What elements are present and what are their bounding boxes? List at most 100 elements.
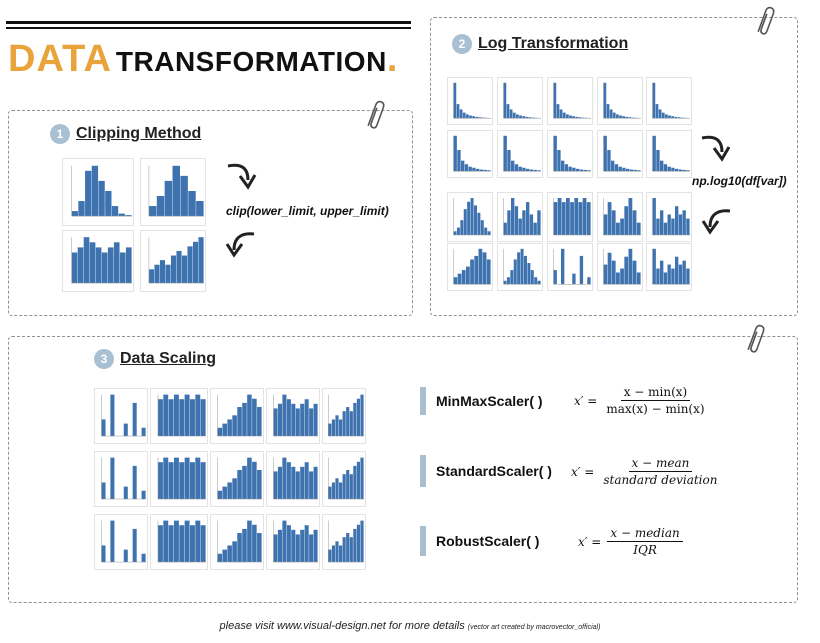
- histogram-bar: [295, 471, 300, 500]
- histogram-thumbnail: [497, 77, 543, 125]
- histogram-bar: [503, 135, 507, 172]
- histogram-bar: [107, 247, 114, 284]
- histogram-thumbnail-chart: [101, 394, 146, 437]
- histogram-thumbnail: [497, 192, 543, 242]
- histogram-bar: [570, 202, 574, 235]
- histogram-bar: [519, 115, 522, 119]
- histogram-thumbnail: [646, 192, 692, 242]
- histogram-bar: [282, 394, 287, 437]
- histogram-bar: [636, 222, 641, 235]
- histogram-bar: [663, 222, 668, 235]
- histogram-bar: [148, 269, 155, 284]
- histogram-bar: [503, 82, 507, 119]
- histogram-bar: [349, 474, 353, 500]
- curved-arrow-icon: [225, 232, 255, 258]
- histogram-bar: [678, 264, 683, 285]
- histogram-bar: [625, 116, 629, 119]
- histogram-bar: [506, 104, 510, 119]
- histogram-thumbnail: [150, 388, 208, 444]
- histogram-bar: [141, 427, 146, 437]
- section-number-badge: 3: [94, 349, 114, 369]
- histogram-bar: [457, 273, 462, 285]
- histogram-bar: [164, 180, 173, 217]
- histogram-bar: [511, 160, 515, 172]
- histogram-bar: [156, 195, 165, 217]
- histogram-bar: [338, 545, 343, 563]
- histogram-axis: [603, 248, 641, 285]
- histogram-bar: [113, 242, 120, 284]
- histogram-bar: [277, 466, 282, 500]
- histogram-bar: [656, 150, 660, 172]
- histogram-thumbnail-chart: [328, 394, 364, 437]
- histogram-bar: [686, 268, 690, 285]
- histogram-bar: [527, 263, 531, 285]
- panel-log: [430, 17, 798, 316]
- histogram-bar: [476, 168, 480, 172]
- histogram-bar: [237, 533, 242, 563]
- histogram-axis: [503, 82, 541, 119]
- histogram-bar: [652, 82, 656, 119]
- histogram-bar: [247, 394, 252, 437]
- histogram-bar: [631, 117, 635, 119]
- histogram-bar: [78, 201, 85, 217]
- histogram-bar: [141, 553, 146, 563]
- histogram-bar: [531, 117, 535, 119]
- histogram-bar: [463, 209, 467, 235]
- histogram-bar: [282, 520, 287, 563]
- histogram-thumbnail: [210, 514, 264, 570]
- title-dot: .: [386, 38, 398, 80]
- histogram-bar: [671, 167, 675, 172]
- histogram-thumbnail: [447, 243, 493, 291]
- histogram-bar: [179, 525, 185, 563]
- histogram-bar: [586, 202, 591, 235]
- histogram-bar: [300, 466, 305, 500]
- histogram-bar: [587, 170, 591, 172]
- histogram-bar: [517, 252, 521, 285]
- histogram-bar: [674, 116, 678, 119]
- histogram-thumbnail-chart: [503, 198, 541, 236]
- histogram-bar: [561, 248, 565, 285]
- histogram-bar: [509, 109, 513, 119]
- histogram-bar: [636, 272, 641, 285]
- histogram-bar: [553, 270, 557, 285]
- footer-text: please visit www.visual-design.net for m…: [219, 620, 465, 632]
- histogram-bar: [619, 115, 622, 119]
- histogram-axis: [453, 135, 491, 172]
- histogram-bar: [622, 116, 625, 119]
- histogram-bar: [556, 104, 560, 119]
- panel-scaling: [8, 336, 798, 603]
- histogram-thumbnail: [266, 514, 320, 570]
- formula-denominator: IQR: [633, 543, 657, 557]
- histogram-bar: [273, 471, 278, 500]
- histogram-bar: [566, 198, 570, 235]
- histogram-bar: [71, 211, 78, 217]
- histogram-axis: [71, 165, 132, 217]
- histogram-bar: [222, 486, 227, 500]
- histogram-bar: [578, 117, 582, 119]
- histogram-bar: [568, 166, 572, 172]
- histogram-bar: [473, 205, 477, 235]
- histogram-bar: [304, 462, 309, 500]
- histogram-thumbnail: [210, 388, 264, 444]
- histogram-thumbnail: [266, 388, 320, 444]
- histogram-thumbnail-chart: [217, 394, 262, 437]
- histogram-thumbnail-chart: [101, 457, 146, 500]
- histogram-bar: [163, 457, 169, 500]
- histogram-bar: [110, 394, 115, 437]
- histogram-bar: [457, 150, 461, 172]
- histogram-thumbnail-chart: [603, 82, 641, 119]
- histogram-thumbnail: [597, 130, 643, 178]
- histogram-bar: [200, 462, 206, 500]
- histogram-axis: [652, 198, 690, 236]
- histogram-bar: [252, 461, 257, 500]
- histogram-bar: [77, 247, 84, 284]
- histogram-thumbnail-chart: [652, 198, 690, 236]
- histogram-thumbnail-chart: [553, 135, 591, 172]
- histogram-bar: [624, 256, 629, 285]
- section-title: Clipping Method: [76, 125, 202, 142]
- histogram-bar: [624, 206, 629, 235]
- histogram-bar: [291, 466, 296, 500]
- robust-scaler-label: RobustScaler( ): [436, 533, 540, 549]
- histogram-bar: [553, 202, 558, 235]
- histogram-thumbnail: [646, 130, 692, 178]
